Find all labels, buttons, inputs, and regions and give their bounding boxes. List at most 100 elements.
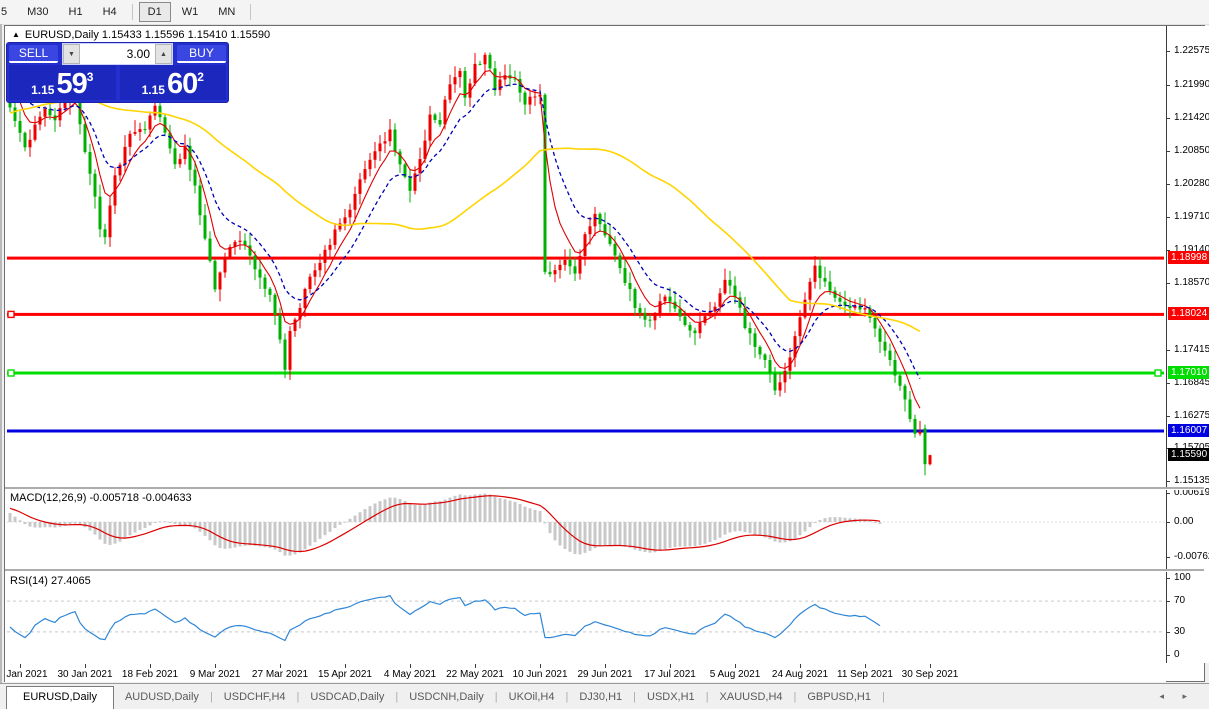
candle-body [203, 215, 207, 239]
candle-body [353, 193, 357, 210]
main-price-chart[interactable] [7, 26, 1164, 487]
timeframe-button-d1[interactable]: D1 [138, 2, 171, 22]
collapse-arrow-icon[interactable]: ▲ [12, 30, 20, 39]
axis-tick-label: 1.15135 [1174, 475, 1209, 487]
tab-separator: | [705, 691, 709, 703]
macd-bar [173, 522, 177, 524]
macd-bar [68, 522, 72, 525]
rsi-indicator-panel[interactable] [7, 572, 1164, 663]
macd-bar [43, 522, 47, 528]
candle-body [168, 132, 172, 149]
tab-usdchf-h4[interactable]: USDCHF,H4 [223, 691, 286, 703]
candle-body [128, 133, 132, 147]
tab-xauusd-h4[interactable]: XAUUSD,H4 [719, 691, 783, 703]
volume-input[interactable] [80, 44, 155, 64]
buy-button[interactable]: BUY [177, 45, 226, 63]
buy-price-box[interactable]: 1.15 60 2 [119, 65, 226, 100]
macd-bar [178, 522, 182, 525]
candle-body [798, 317, 802, 337]
candle-body [213, 260, 217, 290]
candle-body [473, 63, 477, 84]
macd-bar [753, 522, 757, 535]
candle-body [268, 288, 272, 295]
sell-price-big: 59 [56, 68, 87, 100]
panel-divider[interactable] [5, 569, 1204, 572]
horizontal-line-1.18024[interactable] [7, 312, 1164, 316]
macd-bar [708, 522, 712, 543]
axis-tick [1167, 216, 1170, 218]
timeframe-button-mn[interactable]: MN [218, 6, 236, 18]
timeframe-button-5[interactable]: 5 [1, 6, 8, 18]
candle-body [78, 91, 82, 125]
macd-bar [523, 506, 527, 522]
candle-body [368, 159, 372, 170]
price-flag-1.16007: 1.16007 [1168, 423, 1209, 437]
candle-body [493, 68, 497, 91]
tab-eurusd-daily[interactable]: EURUSD,Daily [6, 686, 114, 709]
macd-bar [653, 522, 657, 553]
macd-bar [798, 522, 802, 536]
timeframe-button-m30[interactable]: M30 [27, 6, 49, 18]
candle-body [753, 333, 757, 347]
axis-tick [1167, 382, 1170, 384]
timeframe-button-w1[interactable]: W1 [181, 6, 199, 18]
tab-scroll-arrows[interactable]: ◂ ▸ [1159, 691, 1195, 701]
rsi-line [9, 594, 881, 642]
date-label: 9 Mar 2021 [189, 669, 241, 680]
candle-body [248, 245, 252, 256]
macd-bar [673, 522, 677, 548]
macd-bar [718, 522, 722, 538]
candle-body [633, 289, 637, 308]
sell-button[interactable]: SELL [9, 45, 58, 63]
macd-bar [418, 505, 422, 522]
tab-usdcnh-daily[interactable]: USDCNH,Daily [409, 691, 484, 703]
macd-bar [263, 522, 267, 548]
macd-bar [668, 522, 672, 548]
macd-bar [663, 522, 667, 550]
symbol-tab-bar: EURUSD,Daily AUDUSD,Daily | USDCHF,H4 | USDCA… [0, 683, 1209, 709]
tab-dj30-h1[interactable]: DJ30,H1 [579, 691, 623, 703]
candle-body [88, 151, 92, 174]
candle-body [878, 328, 882, 342]
line-handle-icon[interactable] [7, 310, 15, 319]
macd-bar [508, 500, 512, 522]
candle-body [208, 238, 212, 261]
macd-bar [483, 493, 487, 522]
macd-bar [63, 522, 67, 526]
macd-bar [538, 511, 542, 522]
tab-separator: | [793, 691, 797, 703]
macd-bar [253, 522, 257, 546]
macd-bar [628, 522, 632, 548]
candle-body [198, 185, 202, 216]
macd-bar [353, 515, 357, 522]
volume-decrease-button[interactable]: ▼ [63, 44, 80, 64]
macd-bar [843, 517, 847, 522]
tab-ukoil-h4[interactable]: UKOil,H4 [508, 691, 555, 703]
line-handle-icon[interactable] [7, 369, 15, 377]
horizontal-line-1.17010[interactable] [7, 371, 1164, 375]
macd-bar [383, 499, 387, 522]
panel-divider[interactable] [5, 487, 1204, 490]
tab-usdcad-daily[interactable]: USDCAD,Daily [310, 691, 385, 703]
candle-body [573, 266, 577, 274]
date-tick [735, 664, 736, 668]
tab-usdx-h1[interactable]: USDX,H1 [647, 691, 695, 703]
macd-bar [463, 495, 467, 522]
tab-audusd-daily[interactable]: AUDUSD,Daily [124, 691, 199, 703]
line-handle-icon[interactable] [1154, 369, 1162, 377]
macd-bar [678, 522, 682, 547]
timeframe-button-h1[interactable]: H1 [68, 6, 83, 18]
candle-body [588, 226, 592, 235]
horizontal-line-1.16007[interactable] [7, 429, 1164, 433]
tab-gbpusd-h1[interactable]: GBPUSD,H1 [807, 691, 871, 703]
volume-increase-button[interactable]: ▲ [155, 44, 172, 64]
macd-bar [613, 522, 617, 546]
candle-body [908, 399, 912, 419]
macd-indicator-panel[interactable] [7, 490, 1164, 569]
sell-price-box[interactable]: 1.15 59 3 [9, 65, 116, 100]
timeframe-button-h4[interactable]: H4 [102, 6, 117, 18]
candle-body [773, 373, 777, 391]
date-label: 15 Apr 2021 [318, 669, 372, 680]
macd-bar [438, 501, 442, 522]
candle-body [818, 265, 822, 279]
